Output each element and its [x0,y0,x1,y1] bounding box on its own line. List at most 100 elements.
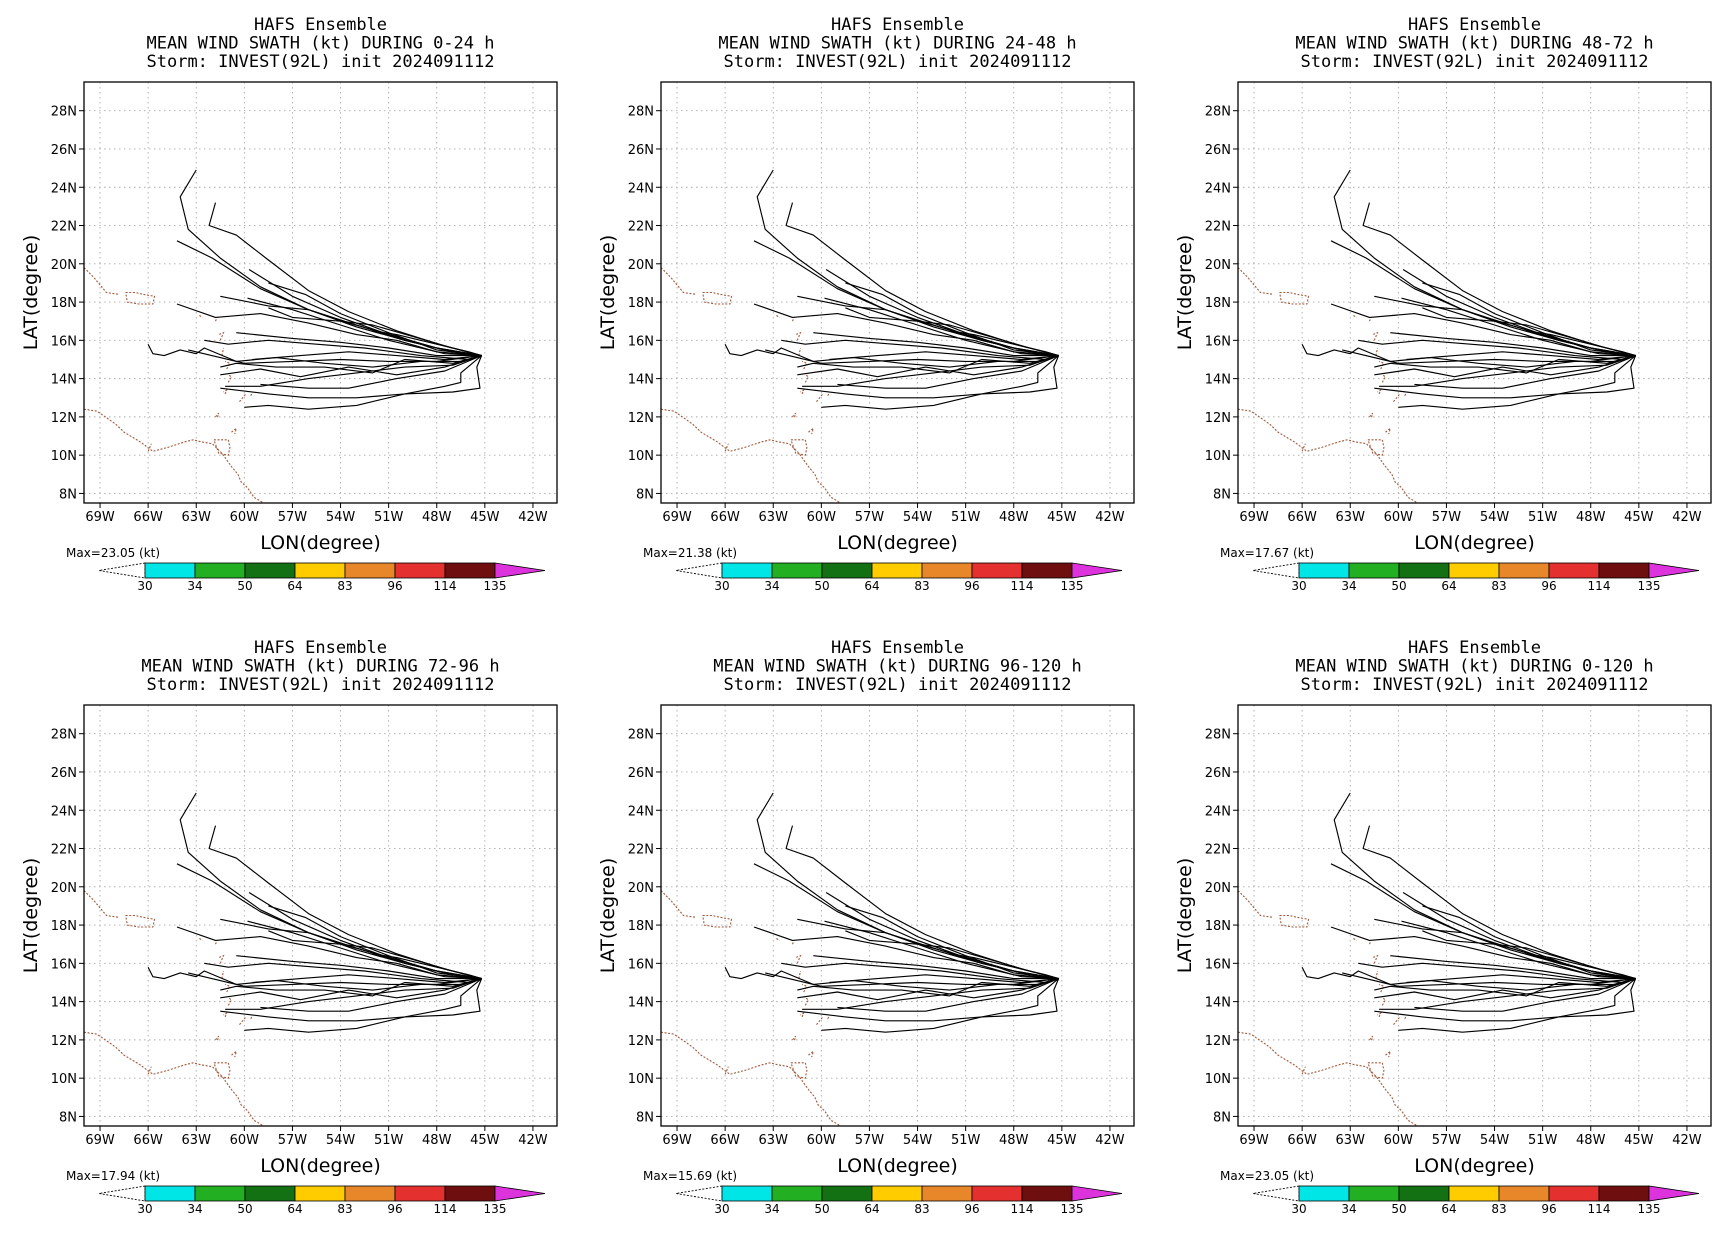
ensemble-track [1406,351,1636,361]
ensemble-track [268,282,482,357]
coastline-segment [125,291,156,305]
ensemble-tracks [147,792,483,1033]
coastline-segment [84,408,264,503]
lat-tick-label: 20N [628,881,654,896]
map-panel: HAFS Ensemble MEAN WIND SWATH (kt) DURING… [0,0,577,623]
colorbar-segment [444,562,496,579]
lon-tick-label: 63W [1336,1133,1366,1148]
x-axis-label: LON(degree) [837,532,958,554]
panel-title-line-2: MEAN WIND SWATH (kt) DURING 48-72 h [1295,34,1653,54]
ensemble-track [1398,355,1637,410]
lat-tick-label: 10N [1205,1072,1231,1087]
coastline-segment [250,1014,253,1020]
x-axis-label: LON(degree) [260,1155,381,1177]
lat-tick-label: 28N [628,105,654,120]
coastline-segment [702,914,733,928]
coastlines [84,267,264,503]
ensemble-track [1526,953,1636,980]
ensemble-track [829,351,1059,361]
lat-tick-label: 22N [1205,843,1231,858]
ensemble-track [176,240,482,357]
coastline-segment [213,1062,231,1079]
lat-tick-label: 24N [1205,181,1231,196]
lat-tick-label: 12N [1205,1034,1231,1049]
ensemble-track [1374,978,1636,997]
coastline-segment [790,439,808,456]
ensemble-track [813,332,1059,357]
lon-tick-label: 42W [518,1133,548,1148]
coastline-segment [1238,1031,1418,1126]
coastline-segment [827,1014,830,1020]
ensemble-track [797,918,1059,980]
colorbar-low-triangle [98,1185,146,1202]
coastline-segment [231,426,238,435]
coastline-segment [724,443,729,452]
colorbar-level-label: 34 [764,579,779,593]
ensemble-track [268,905,482,980]
lat-tick-label: 16N [1205,957,1231,972]
coastline-segment [199,315,203,318]
colorbar-segment [344,1185,396,1202]
coastline-segment [1368,317,1372,322]
lon-tick-label: 48W [1576,1133,1606,1148]
lon-tick-label: 69W [85,510,115,525]
colorbar-segment [871,1185,923,1202]
coastline-segment [1367,1062,1385,1079]
ensemble-track [845,282,1059,357]
y-axis-label: LAT(degree) [1174,235,1196,351]
coastline-segment [776,938,780,941]
colorbar-level-label: 64 [1441,579,1456,593]
panel-title-line-1: HAFS Ensemble [254,15,387,35]
lon-tick-label: 66W [133,1133,163,1148]
lon-tick-label: 48W [422,1133,452,1148]
colorbar-level-label: 114 [434,579,457,593]
lon-tick-label: 60W [230,510,260,525]
lon-tick-label: 57W [1432,510,1462,525]
colorbar-segment [444,1185,496,1202]
colorbar-segment [1598,1185,1650,1202]
ensemble-track [1414,355,1636,389]
ensemble-track [1330,303,1636,357]
lon-tick-label: 48W [1576,510,1606,525]
lon-tick-label: 45W [1624,510,1654,525]
lat-tick-label: 24N [51,181,77,196]
lon-tick-label: 69W [1239,510,1269,525]
tick-marks [79,733,534,1131]
colorbar-level-label: 114 [1011,1202,1034,1216]
ensemble-track [1402,892,1636,980]
ensemble-track [220,978,482,997]
lon-tick-label: 45W [1047,510,1077,525]
lon-tick-label: 57W [855,510,885,525]
colorbar: 30 34 50 64 83 96 114 135 [675,1185,1123,1216]
ensemble-track [845,905,1059,980]
x-axis-label: LON(degree) [837,1155,958,1177]
colorbar-level-label: 34 [1341,579,1356,593]
ensemble-track [147,343,482,368]
coastline-segment [1385,1049,1392,1058]
lat-tick-label: 10N [628,1072,654,1087]
panel-title-line-3: Storm: INVEST(92L) init 2024091112 [147,675,495,695]
colorbar-high-triangle [1648,1185,1700,1202]
ensemble-track [236,955,482,980]
colorbar-level-label: 50 [1391,579,1406,593]
lon-tick-label: 45W [1047,1133,1077,1148]
lon-tick-label: 42W [1672,510,1702,525]
lat-tick-label: 22N [51,220,77,235]
ensemble-track [797,978,1059,997]
ensemble-track [753,926,1059,980]
map-frame [1237,81,1712,504]
ensemble-track [949,953,1059,980]
panel-title-line-1: HAFS Ensemble [1408,15,1541,35]
lon-tick-label: 57W [855,1133,885,1148]
colorbar-level-label: 96 [387,579,402,593]
lat-tick-label: 18N [628,296,654,311]
coastline-segment [125,914,156,928]
coastline-segment [147,443,152,452]
lon-tick-label: 54W [326,510,356,525]
lat-tick-label: 20N [1205,881,1231,896]
colorbar-segment [971,1185,1023,1202]
y-axis-label: LAT(degree) [20,858,42,974]
coastline-segment [227,997,233,1006]
ensemble-track [797,978,1059,1022]
